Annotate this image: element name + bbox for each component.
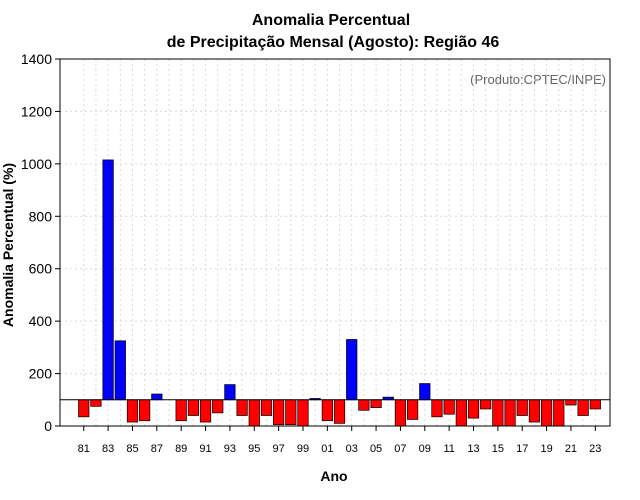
bar-1996 [260,399,273,416]
bar-2001 [321,399,333,422]
bar-1992 [212,399,224,414]
x-axis-label: Ano [320,468,347,484]
xtick-label: 97 [273,443,285,455]
xtick-label: 17 [516,443,528,455]
bar-1982 [90,399,102,407]
ytick-label: 600 [29,261,53,277]
xtick-label: 85 [126,443,138,455]
bar-2020 [553,399,565,427]
bar-2016 [504,399,516,427]
ytick-label: 200 [29,366,53,382]
xtick-label: 09 [419,443,431,455]
bar-1987 [151,393,163,401]
xtick-label: 23 [589,443,601,455]
xtick-label: 15 [492,443,504,455]
xtick-label: 01 [321,443,333,455]
bar-2005 [370,399,382,408]
xtick-label: 95 [248,443,260,455]
bar-2013 [467,399,480,419]
credit-text: (Produto:CPTEC/INPE) [470,72,606,87]
bar-2012 [455,399,467,427]
bar-1990 [187,399,199,416]
bar-1991 [199,399,212,423]
bar-2007 [394,399,407,427]
bar-2022 [577,399,589,416]
ytick-label: 1200 [21,103,52,119]
bar-2014 [480,399,492,410]
bars [78,159,601,427]
chart-title-line-2: de Precipitação Mensal (Agosto): Região … [167,34,500,51]
xtick-label: 87 [151,443,163,455]
xtick-label: 19 [540,443,552,455]
grid-lines [60,59,610,426]
xtick-label: 83 [102,443,114,455]
xtick-label: 93 [224,443,236,455]
bar-2011 [443,399,455,415]
x-axis-ticks: 81 83 85 87 89 91 93 95 97 99 01 03 05 07 09 11 13 15 17 19… [78,426,601,455]
bar-1995 [248,399,260,427]
bar-2021 [565,399,577,406]
bar-1994 [236,399,248,416]
ytick-label: 1400 [21,51,52,67]
xtick-label: 07 [394,443,406,455]
ytick-label: 1000 [21,156,52,172]
xtick-label: 81 [78,443,90,455]
bar-2003 [346,339,358,401]
bar-2008 [407,399,419,420]
bar-1985 [126,399,139,423]
xtick-label: 03 [346,443,358,455]
bar-1993 [224,384,236,401]
bar-2004 [358,399,370,411]
xtick-label: 11 [443,443,454,455]
bar-1989 [175,399,187,422]
ytick-label: 400 [29,313,53,329]
xtick-label: 99 [297,443,309,455]
xtick-label: 13 [467,443,479,455]
bar-1983 [102,159,114,401]
plot-frame [59,58,611,427]
bar-2015 [492,399,504,427]
ytick-label: 800 [29,208,53,224]
bar-1984 [114,340,126,401]
bar-2019 [540,399,553,427]
y-axis-label: Anomalia Percentual (%) [0,163,16,327]
ytick-label: 0 [44,418,52,434]
bar-2017 [516,399,528,416]
xtick-label: 05 [370,443,382,455]
bar-2002 [333,399,346,424]
xtick-label: 91 [199,443,211,455]
xtick-label: 21 [565,443,577,455]
bar-2010 [431,399,443,418]
bar-1981 [78,399,90,418]
y-axis-ticks: 0 200 400 600 800 1000 1200 1400 [21,51,60,434]
bar-1999 [297,399,309,427]
bar-1986 [139,399,151,422]
xtick-label: 89 [175,443,187,455]
bar-2018 [528,399,541,423]
bar-2009 [419,383,431,401]
chart-title-line-1: Anomalia Percentual [252,12,410,29]
bar-2023 [589,399,601,410]
bar-1998 [285,399,297,426]
bar-1997 [273,399,285,426]
